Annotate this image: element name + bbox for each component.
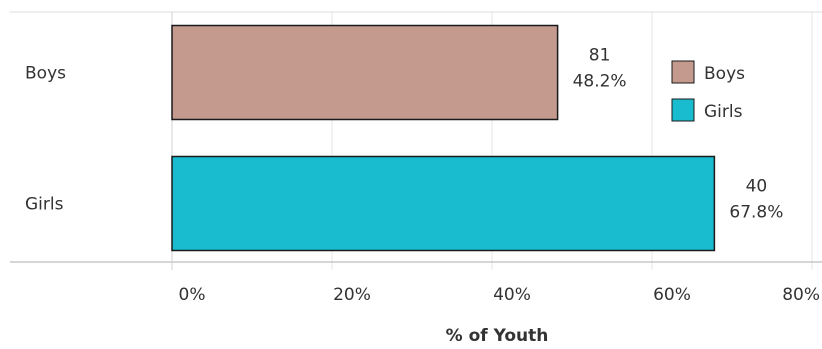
x-tick-label: 60% [653,285,691,305]
category-labels: Boys Girls [25,64,66,215]
data-labels: 81 48.2% 40 67.8% [573,46,784,223]
legend[interactable]: Boys Girls [671,60,745,122]
x-tick-label: 40% [493,285,531,305]
data-label-percent: 48.2% [573,72,627,92]
legend-swatch-girls [671,98,695,122]
data-label-count: 40 [746,177,768,197]
x-tick-label: 0% [179,285,206,305]
legend-label-girls: Girls [704,102,743,122]
x-tick-label: 20% [333,285,371,305]
x-tick-label: 80% [782,285,820,305]
category-label-girls: Girls [25,195,64,215]
bar-girls[interactable] [171,155,716,252]
x-axis-title: % of Youth [446,326,549,346]
bars [171,24,716,252]
data-label-percent: 67.8% [729,203,783,223]
x-tick-labels: 0% 20% 40% 60% 80% [179,285,820,305]
bar-boys[interactable] [171,24,559,121]
legend-swatch-boys [671,60,695,84]
category-label-boys: Boys [25,64,66,84]
data-label-count: 81 [589,46,611,66]
legend-label-boys: Boys [704,64,745,84]
